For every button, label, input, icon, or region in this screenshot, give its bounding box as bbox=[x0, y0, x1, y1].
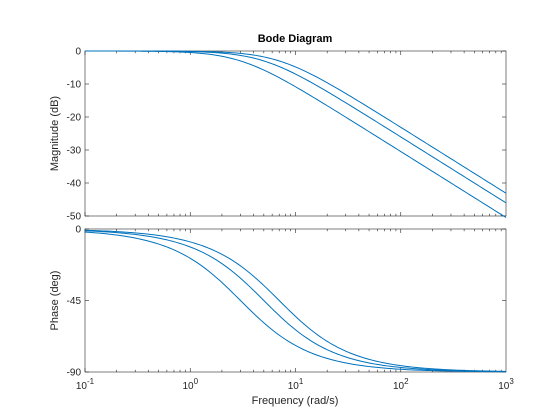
magnitude-ytick-label: -50 bbox=[67, 212, 82, 223]
phase-ytick-label: -90 bbox=[67, 368, 82, 379]
magnitude-ytick-label: 0 bbox=[75, 47, 81, 58]
phase-curves bbox=[84, 229, 507, 373]
magnitude-ytick-label: -30 bbox=[67, 146, 82, 157]
magnitude-ytick-label: -40 bbox=[67, 179, 82, 190]
magnitude-ytick-label: -20 bbox=[67, 113, 82, 124]
xtick-label: 102 bbox=[393, 377, 409, 392]
frequency-x-ticks: 10-1 100 101 102 103 bbox=[76, 377, 514, 392]
phase-ytick-label: -45 bbox=[67, 296, 82, 307]
phase-series-line-1 bbox=[84, 231, 507, 373]
magnitude-ticks: 0 -10 -20 -30 -40 -50 bbox=[67, 47, 506, 223]
chart-title: Bode Diagram bbox=[258, 33, 333, 45]
xtick-label: 100 bbox=[182, 377, 198, 392]
magnitude-curves bbox=[85, 50, 507, 218]
magnitude-panel: 0 -10 -20 -30 -40 -50 Magnitude (dB) bbox=[49, 47, 507, 223]
x-axis-label: Frequency (rad/s) bbox=[252, 395, 339, 407]
xtick-label: 101 bbox=[288, 377, 304, 392]
phase-series-line-3 bbox=[84, 229, 507, 372]
phase-panel: 0 -45 -90 Phase (deg) bbox=[49, 225, 507, 379]
phase-ytick-label: 0 bbox=[75, 225, 81, 236]
phase-ticks: 0 -45 -90 bbox=[67, 225, 506, 379]
xtick-label: 103 bbox=[498, 377, 514, 392]
phase-axes-frame bbox=[84, 228, 507, 373]
magnitude-series-line-3 bbox=[85, 50, 507, 194]
xtick-label: 10-1 bbox=[76, 377, 95, 392]
phase-series-line-2 bbox=[84, 230, 507, 373]
phase-y-axis-label: Phase (deg) bbox=[49, 271, 61, 331]
magnitude-axes-frame bbox=[84, 50, 507, 217]
magnitude-y-axis-label: Magnitude (dB) bbox=[49, 96, 61, 171]
magnitude-ytick-label: -10 bbox=[67, 80, 82, 91]
